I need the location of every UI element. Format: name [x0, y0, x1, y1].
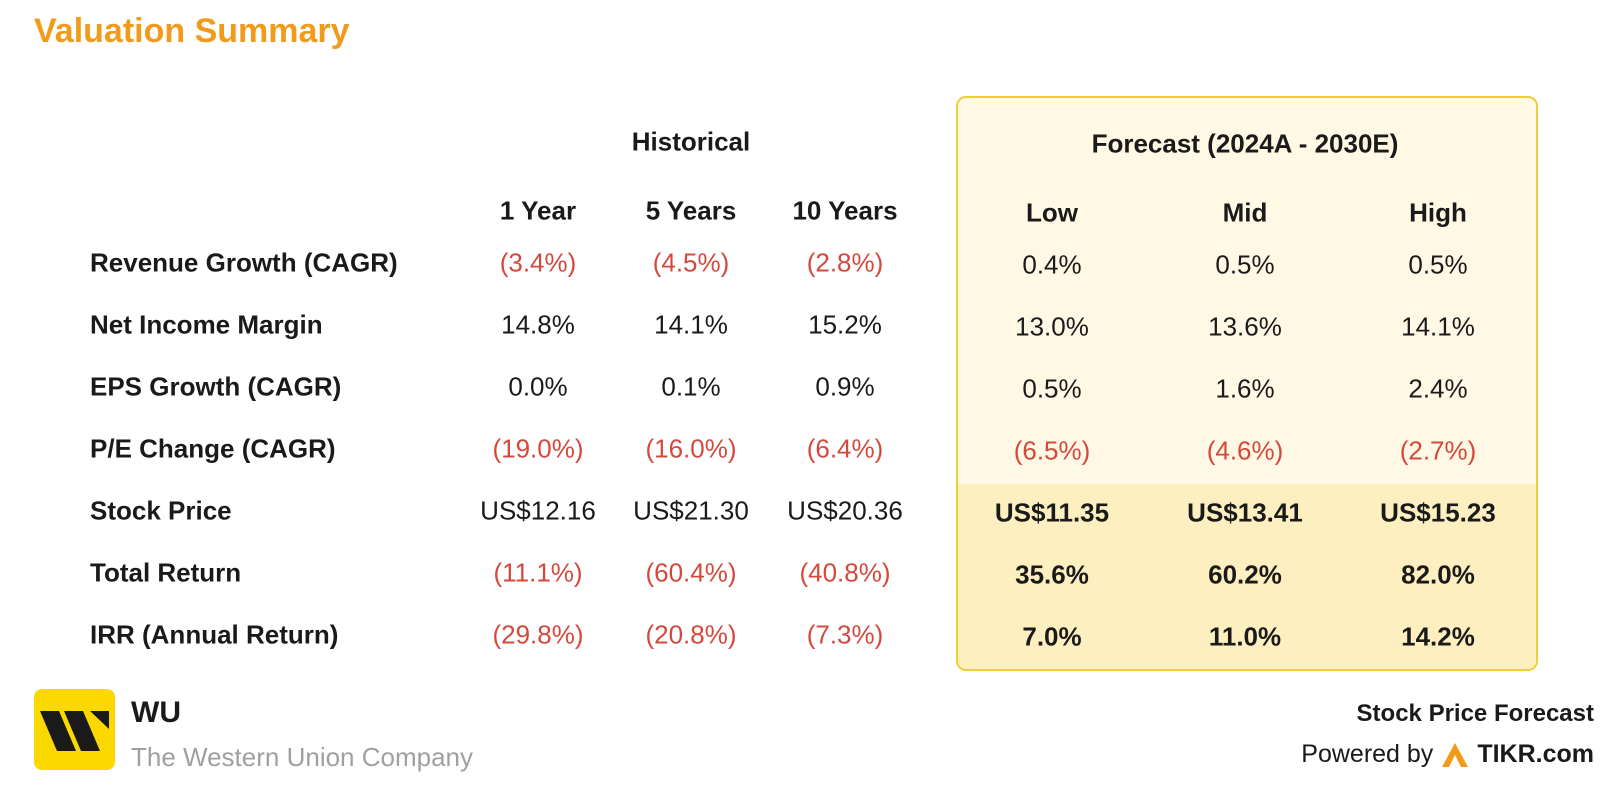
historical-cell: (11.1%)	[493, 557, 583, 588]
powered-by: Powered by TIKR.com	[1301, 740, 1594, 769]
forecast-cell: 0.5%	[1215, 249, 1275, 280]
historical-cell: (19.0%)	[492, 433, 584, 464]
tikr-brand[interactable]: TIKR.com	[1477, 740, 1594, 768]
row-label: Stock Price	[90, 495, 232, 526]
forecast-cell: 14.2%	[1401, 621, 1475, 652]
historical-cell: 14.1%	[654, 309, 728, 340]
company-name: The Western Union Company	[131, 742, 474, 772]
ticker-symbol: WU	[131, 696, 181, 729]
forecast-panel	[956, 96, 1538, 671]
historical-cell: US$21.30	[633, 495, 749, 526]
forecast-cell: 7.0%	[1022, 621, 1082, 652]
col-header-5-years: 5 Years	[645, 195, 737, 226]
col-header-low: Low	[1026, 197, 1078, 228]
col-header-1-year: 1 Year	[499, 195, 577, 226]
forecast-cell: US$11.35	[994, 497, 1110, 528]
forecast-cell: 0.4%	[1022, 249, 1082, 280]
company-logo	[34, 689, 115, 770]
powered-by-text: Powered by	[1301, 740, 1434, 768]
historical-cell: 0.9%	[815, 371, 875, 402]
historical-cell: (4.5%)	[652, 247, 730, 278]
forecast-cell: (2.7%)	[1399, 435, 1477, 466]
forecast-cell: 13.6%	[1208, 311, 1282, 342]
forecast-heading: Forecast (2024A - 2030E)	[1091, 128, 1399, 159]
forecast-cell: 0.5%	[1022, 373, 1082, 404]
historical-cell: 0.1%	[661, 371, 721, 402]
historical-cell: (20.8%)	[645, 619, 737, 650]
page-title: Valuation Summary	[34, 12, 350, 50]
historical-cell: 15.2%	[808, 309, 882, 340]
forecast-cell: 11.0%	[1208, 621, 1282, 652]
col-header-mid: Mid	[1222, 197, 1268, 228]
forecast-cell: US$13.41	[1187, 497, 1303, 528]
historical-heading: Historical	[631, 126, 751, 157]
historical-cell: (60.4%)	[645, 557, 737, 588]
historical-cell: US$12.16	[480, 495, 596, 526]
forecast-cell: 2.4%	[1408, 373, 1468, 404]
historical-cell: (7.3%)	[806, 619, 884, 650]
tikr-logo-icon	[1442, 742, 1469, 767]
forecast-cell: 60.2%	[1208, 559, 1282, 590]
col-header-10-years: 10 Years	[792, 195, 898, 226]
historical-cell: 0.0%	[508, 371, 568, 402]
historical-cell: (29.8%)	[492, 619, 584, 650]
historical-cell: (16.0%)	[645, 433, 737, 464]
forecast-cell: (4.6%)	[1206, 435, 1284, 466]
row-label: Revenue Growth (CAGR)	[90, 247, 398, 278]
forecast-cell: US$15.23	[1380, 497, 1496, 528]
historical-cell: US$20.36	[787, 495, 903, 526]
forecast-cell: 82.0%	[1401, 559, 1475, 590]
col-header-high: High	[1409, 197, 1467, 228]
row-label: IRR (Annual Return)	[90, 619, 339, 650]
forecast-cell: 35.6%	[1015, 559, 1089, 590]
forecast-cell: 13.0%	[1015, 311, 1089, 342]
stock-price-forecast-label: Stock Price Forecast	[1356, 700, 1594, 727]
forecast-cell: 0.5%	[1408, 249, 1468, 280]
historical-cell: (6.4%)	[806, 433, 884, 464]
row-label: P/E Change (CAGR)	[90, 433, 336, 464]
row-label: Net Income Margin	[90, 309, 323, 340]
historical-cell: (40.8%)	[799, 557, 891, 588]
historical-cell: 14.8%	[501, 309, 575, 340]
historical-cell: (3.4%)	[499, 247, 577, 278]
row-label: Total Return	[90, 557, 242, 588]
row-label: EPS Growth (CAGR)	[90, 371, 342, 402]
forecast-cell: 1.6%	[1215, 373, 1275, 404]
forecast-cell: (6.5%)	[1013, 435, 1091, 466]
wu-logo-icon	[40, 711, 109, 751]
historical-cell: (2.8%)	[806, 247, 884, 278]
forecast-highlight	[958, 484, 1536, 669]
forecast-cell: 14.1%	[1401, 311, 1475, 342]
